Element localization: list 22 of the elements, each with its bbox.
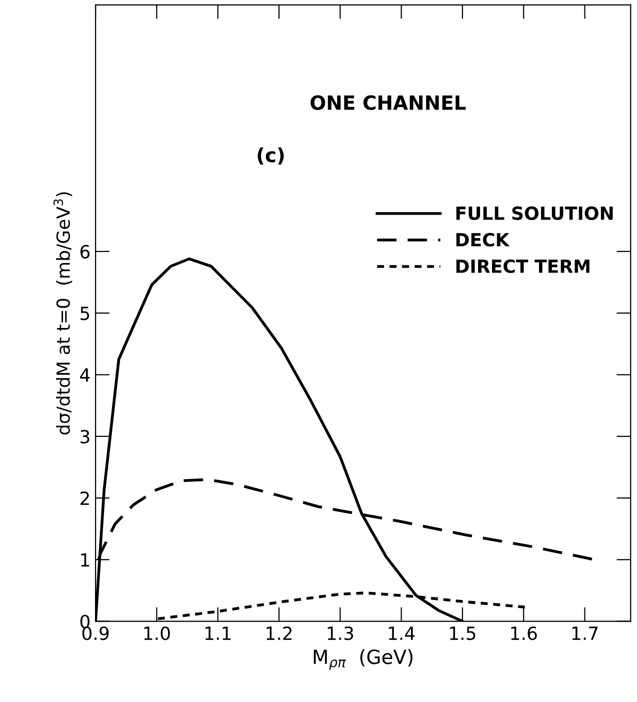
x-tick-label: 0.9 [82,626,109,640]
x-tick-label: 1.3 [328,626,354,640]
x-tick-label: 1.2 [266,626,292,640]
x-tick-label: 1.7 [572,626,598,640]
x-tick-label: 1.1 [205,626,231,640]
y-tick-label: 3 [80,430,90,444]
y-axis-title: dσ/dtdM at t=0 (mb/GeV$^{3}$) [53,192,72,435]
x-tick-label: 1.5 [450,626,476,640]
y-tick-label: 1 [81,553,90,566]
legend-label: DIRECT TERM [456,259,590,274]
x-tick-label: 1.6 [511,626,537,640]
x-tick-label: 1.4 [388,626,415,640]
legend-label: FULL SOLUTION [456,206,613,220]
y-tick-label: 4 [80,368,90,382]
y-tick-label: 5 [80,306,90,320]
annotation: (c) [258,147,284,165]
legend-label: DECK [456,232,510,247]
annotation: ONE CHANNEL [310,95,466,110]
y-tick-label: 6 [80,244,90,259]
y-tick-label: 2 [80,491,89,505]
x-axis-title: M$_{ρπ}$ (GeV) [314,649,412,670]
x-tick-label: 1.0 [144,626,170,640]
